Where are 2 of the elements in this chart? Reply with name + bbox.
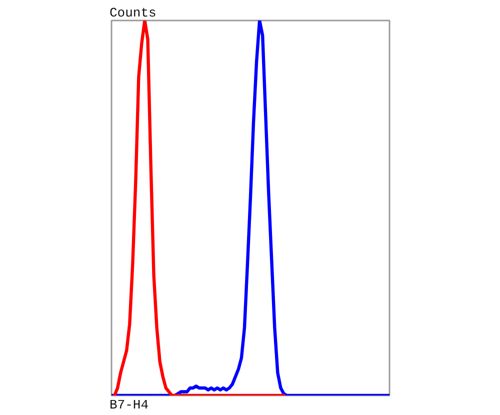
x-axis-title: B7-H4	[110, 398, 149, 412]
y-axis-title: Counts	[110, 6, 156, 20]
